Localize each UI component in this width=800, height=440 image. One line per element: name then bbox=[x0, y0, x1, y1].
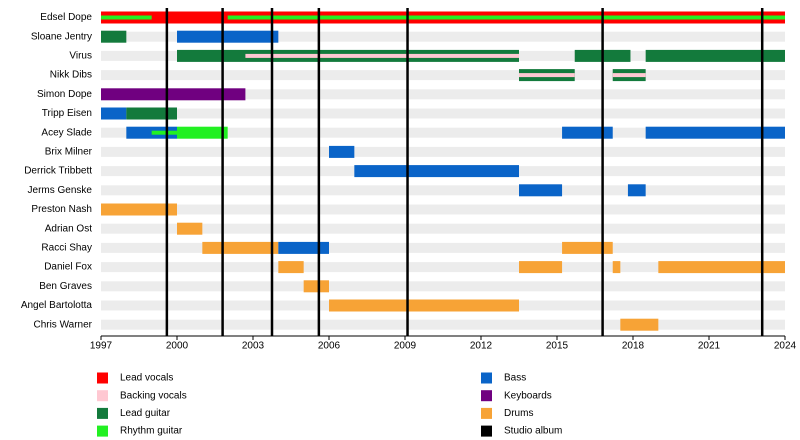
membership-bar bbox=[101, 15, 152, 20]
membership-bar bbox=[645, 49, 785, 62]
member-name: Tripp Eisen bbox=[42, 108, 92, 119]
membership-bar bbox=[627, 184, 646, 197]
membership-bar bbox=[278, 261, 304, 274]
membership-bar bbox=[202, 241, 279, 254]
membership-bar bbox=[177, 30, 279, 43]
row-stripe bbox=[101, 31, 785, 42]
membership-bar bbox=[562, 241, 613, 254]
row-stripe bbox=[101, 242, 785, 253]
x-tick-label: 2009 bbox=[394, 341, 417, 352]
x-tick-label: 2000 bbox=[166, 341, 189, 352]
legend-label: Drums bbox=[504, 408, 533, 419]
legend-swatch bbox=[481, 390, 492, 402]
membership-bar bbox=[612, 73, 646, 78]
member-name: Virus bbox=[69, 51, 92, 62]
membership-bar bbox=[303, 280, 329, 293]
membership-bar bbox=[177, 126, 228, 139]
member-name: Edsel Dope bbox=[40, 12, 92, 23]
member-name: Ben Graves bbox=[39, 281, 92, 292]
member-name: Jerms Genske bbox=[28, 185, 93, 196]
row-stripe bbox=[101, 146, 785, 157]
member-name: Chris Warner bbox=[33, 319, 92, 330]
legend-swatch bbox=[481, 372, 492, 384]
legend-label: Backing vocals bbox=[120, 390, 187, 401]
legend-swatch bbox=[97, 390, 108, 402]
member-name: Acey Slade bbox=[41, 127, 92, 138]
legend-label: Lead guitar bbox=[120, 408, 171, 419]
row-stripe bbox=[101, 262, 785, 273]
membership-bar bbox=[562, 126, 613, 139]
x-tick-label: 1997 bbox=[90, 341, 113, 352]
member-name: Sloane Jentry bbox=[31, 31, 92, 42]
x-tick-label: 2021 bbox=[698, 341, 721, 352]
legend-swatch bbox=[97, 425, 108, 437]
legend-label: Lead vocals bbox=[120, 373, 173, 384]
membership-bar bbox=[177, 222, 203, 235]
membership-bar bbox=[645, 126, 785, 139]
row-stripe bbox=[101, 70, 785, 81]
membership-bar bbox=[101, 30, 127, 43]
membership-bar bbox=[245, 53, 519, 58]
x-tick-label: 2012 bbox=[470, 341, 493, 352]
row-stripe bbox=[101, 319, 785, 330]
membership-bar bbox=[329, 299, 519, 312]
member-name: Nikk Dibs bbox=[50, 70, 92, 81]
membership-bar bbox=[227, 15, 785, 20]
membership-bar bbox=[658, 261, 785, 274]
row-stripe bbox=[101, 89, 785, 100]
membership-bar bbox=[101, 107, 127, 120]
membership-bar bbox=[151, 130, 177, 135]
membership-bar bbox=[329, 145, 355, 158]
row-stripe bbox=[101, 223, 785, 234]
member-name: Simon Dope bbox=[37, 89, 92, 100]
membership-bar bbox=[101, 88, 246, 101]
member-name: Daniel Fox bbox=[44, 262, 92, 273]
legend-swatch bbox=[481, 425, 492, 437]
x-tick-label: 2024 bbox=[774, 341, 797, 352]
member-name: Racci Shay bbox=[41, 243, 92, 254]
member-name: Adrian Ost bbox=[45, 223, 92, 234]
membership-bar bbox=[126, 107, 177, 120]
member-name: Preston Nash bbox=[31, 204, 92, 215]
legend-label: Studio album bbox=[504, 426, 562, 437]
membership-bar bbox=[620, 318, 659, 331]
row-stripe bbox=[101, 185, 785, 196]
row-stripe bbox=[101, 281, 785, 292]
row-stripe bbox=[101, 127, 785, 138]
legend-label: Rhythm guitar bbox=[120, 426, 183, 437]
member-name: Derrick Tribbett bbox=[24, 166, 92, 177]
membership-bar bbox=[612, 261, 621, 274]
membership-bar bbox=[101, 203, 177, 216]
x-tick-label: 2018 bbox=[622, 341, 645, 352]
x-tick-label: 2003 bbox=[242, 341, 265, 352]
legend-label: Keyboards bbox=[504, 390, 552, 401]
x-tick-label: 2015 bbox=[546, 341, 569, 352]
membership-bar bbox=[354, 165, 519, 178]
legend-swatch bbox=[97, 407, 108, 419]
row-stripe bbox=[101, 108, 785, 119]
member-name: Brix Milner bbox=[45, 147, 93, 158]
membership-bar bbox=[519, 184, 563, 197]
membership-bar bbox=[519, 261, 563, 274]
membership-bar bbox=[278, 241, 329, 254]
legend-label: Bass bbox=[504, 373, 526, 384]
legend-swatch bbox=[481, 407, 492, 419]
membership-bar bbox=[519, 73, 575, 78]
row-stripe bbox=[101, 204, 785, 215]
member-name: Angel Bartolotta bbox=[21, 300, 93, 311]
legend-swatch bbox=[97, 372, 108, 384]
x-tick-label: 2006 bbox=[318, 341, 341, 352]
